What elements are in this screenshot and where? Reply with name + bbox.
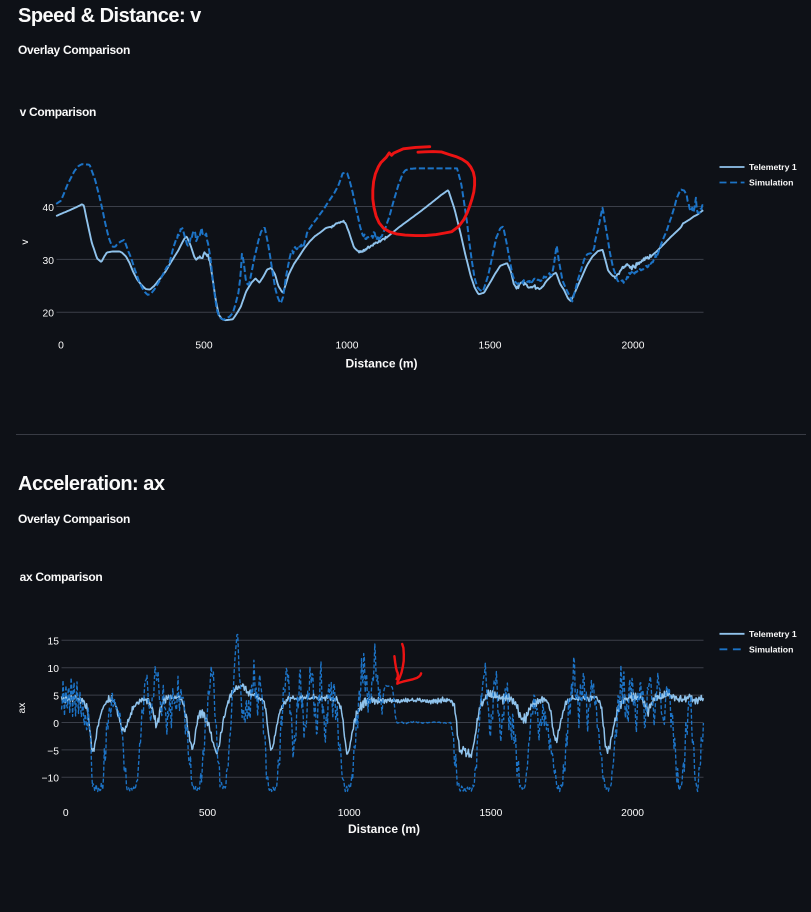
svg-text:500: 500 bbox=[195, 340, 212, 351]
svg-text:Simulation: Simulation bbox=[749, 645, 793, 655]
svg-text:5: 5 bbox=[53, 692, 59, 703]
svg-text:Telemetry 1: Telemetry 1 bbox=[749, 162, 797, 172]
svg-text:20: 20 bbox=[43, 309, 55, 320]
svg-text:Distance (m): Distance (m) bbox=[348, 822, 420, 836]
svg-text:500: 500 bbox=[199, 808, 216, 819]
svg-text:−10: −10 bbox=[42, 774, 60, 785]
svg-text:0: 0 bbox=[58, 340, 64, 351]
svg-text:1000: 1000 bbox=[338, 808, 361, 819]
svg-text:1500: 1500 bbox=[479, 340, 502, 351]
svg-text:10: 10 bbox=[48, 664, 60, 675]
svg-text:Telemetry 1: Telemetry 1 bbox=[749, 629, 797, 639]
svg-text:Distance (m): Distance (m) bbox=[345, 356, 417, 370]
svg-text:0: 0 bbox=[63, 808, 69, 819]
svg-text:0: 0 bbox=[53, 719, 59, 730]
svg-text:1000: 1000 bbox=[336, 340, 359, 351]
svg-text:−5: −5 bbox=[47, 746, 59, 757]
svg-text:ax: ax bbox=[17, 702, 28, 714]
svg-text:30: 30 bbox=[43, 256, 55, 267]
svg-text:Simulation: Simulation bbox=[749, 178, 793, 188]
svg-text:1500: 1500 bbox=[479, 808, 502, 819]
svg-text:v: v bbox=[20, 239, 31, 245]
svg-text:40: 40 bbox=[43, 203, 55, 214]
svg-text:2000: 2000 bbox=[621, 808, 644, 819]
svg-text:2000: 2000 bbox=[622, 340, 645, 351]
svg-text:15: 15 bbox=[48, 637, 60, 648]
